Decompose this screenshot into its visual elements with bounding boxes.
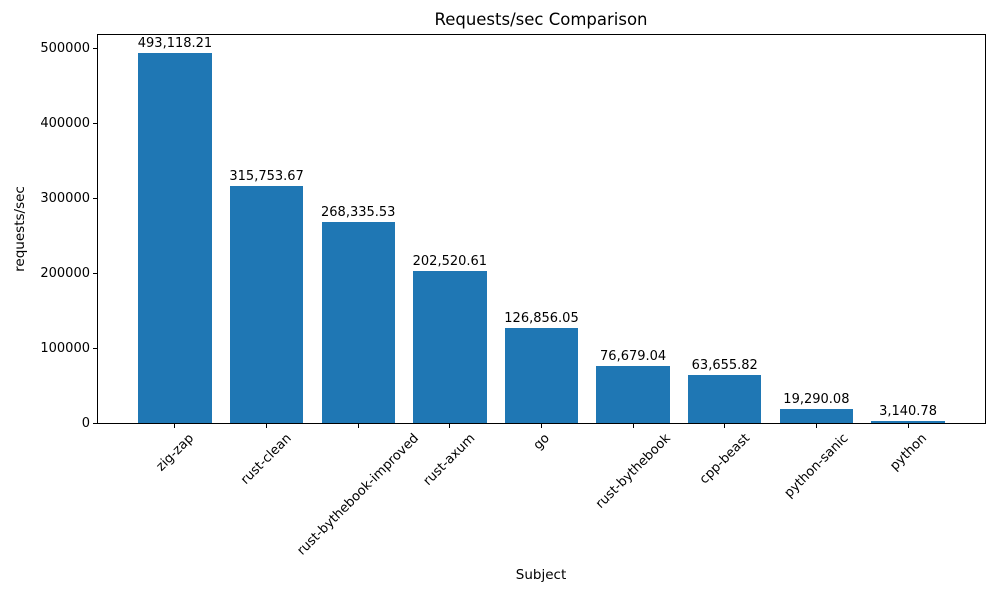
x-tick-mark (724, 423, 726, 428)
x-tick-mark (266, 423, 268, 428)
y-tick-mark (93, 422, 98, 424)
y-tick-label: 100000 (40, 340, 90, 356)
x-axis-label: Subject (515, 567, 567, 583)
bar-python-sanic (779, 408, 854, 423)
y-axis-ticks: 0 100000 200000 300000 400000 500000 (40, 35, 985, 431)
bar-value-label: 493,118.21 (137, 36, 213, 52)
x-tick-label: go (530, 431, 553, 454)
y-tick-label: 0 (81, 415, 90, 431)
y-tick-label: 200000 (40, 265, 90, 281)
x-tick-mark (815, 423, 817, 428)
bar-value-label: 3,140.78 (879, 403, 937, 419)
bar-cpp-beast (688, 375, 762, 423)
x-tick-label: python (886, 431, 930, 474)
bar-rust-bythebook (596, 365, 670, 423)
bars-layer: 493,118.21 315,753.67 268,335.53 202,520.61… (98, 35, 985, 423)
bar-rust-axum (413, 271, 487, 423)
x-tick-label: rust-clean (238, 431, 295, 488)
bar-rust-clean (229, 186, 304, 423)
x-tick-mark (174, 423, 176, 428)
x-tick-label: rust-bythebook (592, 431, 674, 512)
bar-value-label: 268,335.53 (321, 204, 396, 220)
x-tick-label: zig-zap (153, 431, 197, 475)
bar-go (504, 327, 579, 423)
bar-value-label: 315,753.67 (229, 169, 304, 185)
plot-area: 493,118.21 315,753.67 268,335.53 202,520.61… (40, 34, 986, 558)
x-tick-mark (632, 423, 634, 428)
bar-value-label: 76,679.04 (600, 348, 667, 364)
bar-rust-bythebook-improved (321, 221, 395, 423)
y-tick-label: 300000 (40, 190, 90, 206)
y-tick-label: 500000 (40, 40, 90, 56)
x-tick-label: python-sanic (781, 431, 852, 501)
x-tick-label: rust-bythebook-improved (294, 431, 423, 559)
x-tick-mark (907, 423, 909, 428)
x-tick-mark (541, 423, 542, 428)
bar-value-label: 19,290.08 (783, 391, 850, 407)
chart-title: Requests/sec Comparison (434, 10, 648, 29)
x-tick-label: rust-axum (420, 431, 479, 489)
bar-value-label: 63,655.82 (691, 358, 758, 374)
y-tick-mark (93, 47, 98, 49)
bar-zig-zap (138, 53, 212, 423)
y-tick-mark (93, 347, 98, 349)
y-tick-mark (93, 122, 98, 124)
bar-value-label: 126,856.05 (504, 310, 579, 326)
x-tick-mark (449, 423, 451, 428)
bar-python (871, 420, 945, 423)
x-tick-mark (357, 423, 359, 428)
x-axis-ticks: zig-zap rust-clean rust-bythebook-improved… (98, 35, 985, 558)
y-tick-label: 400000 (40, 115, 90, 131)
y-tick-mark (93, 197, 98, 199)
bar-value-label: 202,520.61 (412, 254, 488, 270)
x-tick-label: cpp-beast (696, 431, 754, 488)
y-tick-mark (93, 272, 98, 274)
